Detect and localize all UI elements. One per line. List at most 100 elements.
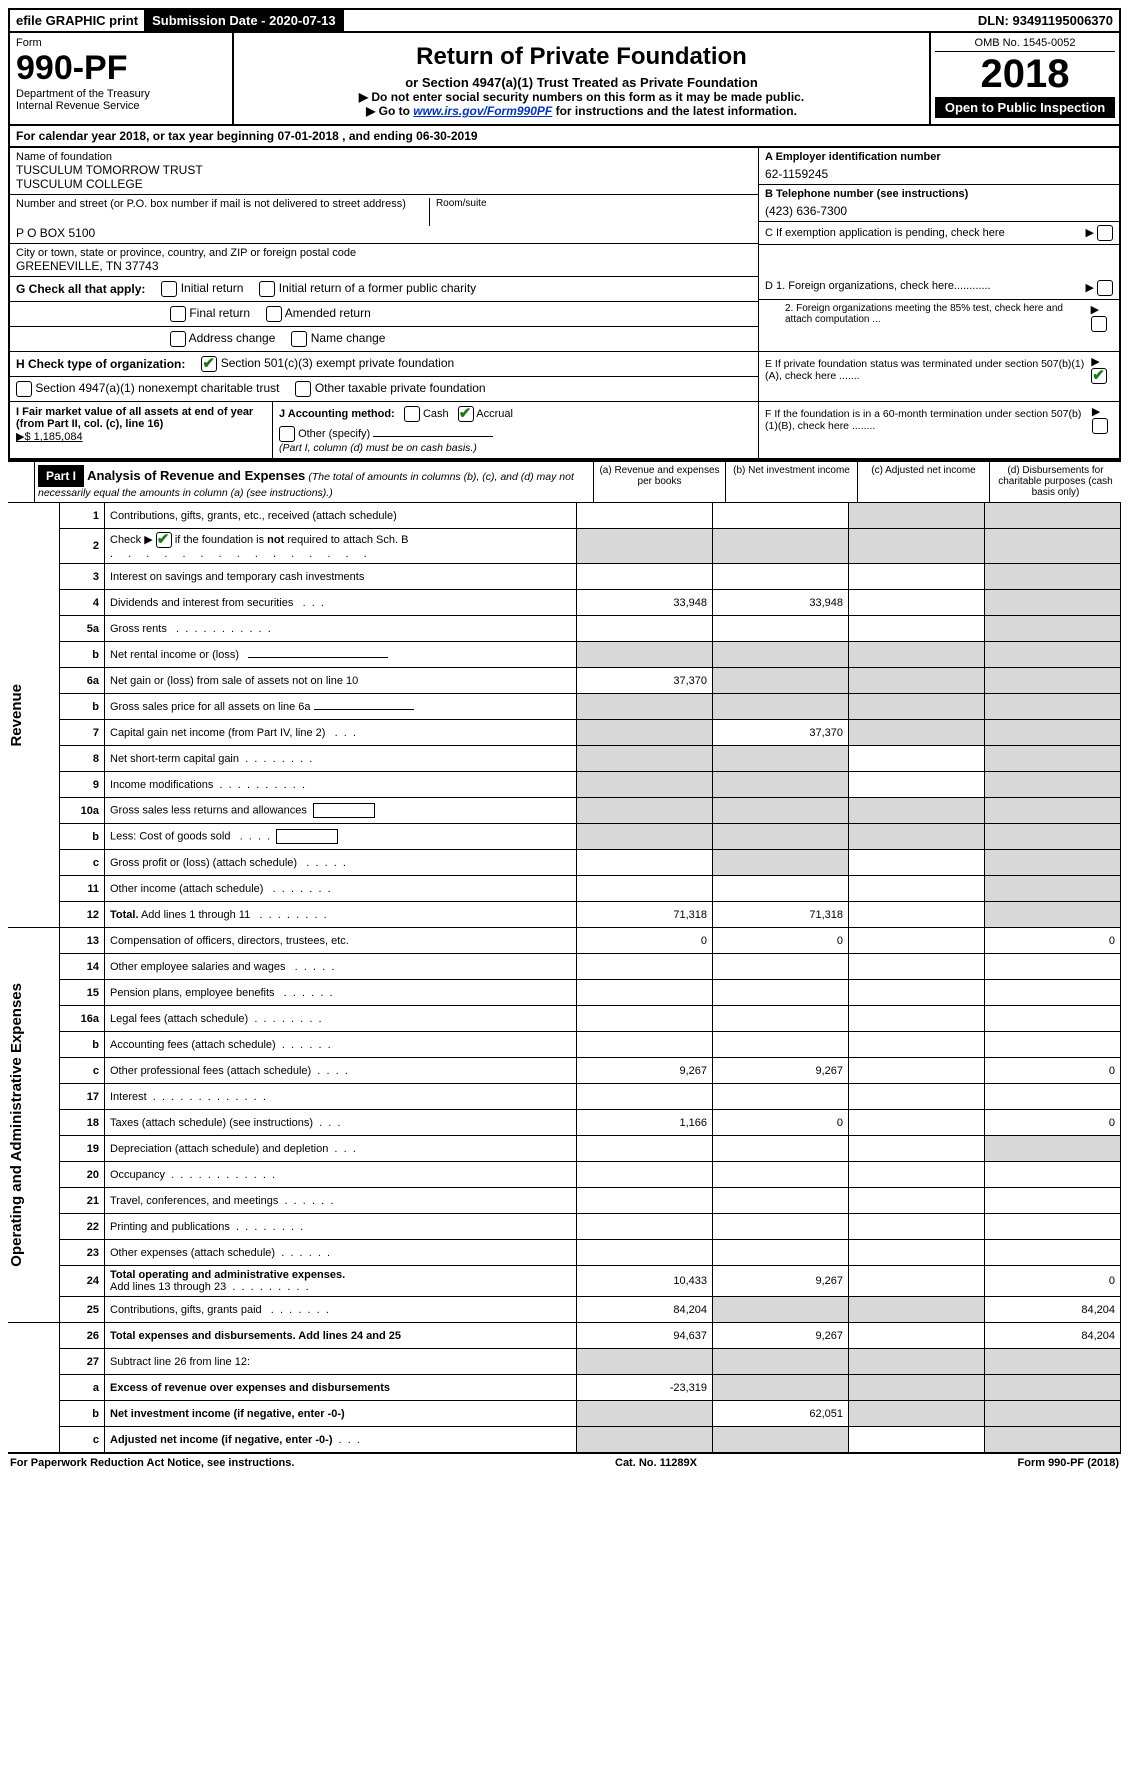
j-accrual-checkbox[interactable] xyxy=(458,406,474,422)
row-15: Pension plans, employee benefits . . . .… xyxy=(105,980,577,1006)
address: P O BOX 5100 xyxy=(16,226,752,240)
foundation-name1: TUSCULUM TOMORROW TRUST xyxy=(16,163,752,177)
row-27b: Net investment income (if negative, ente… xyxy=(105,1401,577,1427)
row-11: Other income (attach schedule) . . . . .… xyxy=(105,876,577,902)
row-14: Other employee salaries and wages . . . … xyxy=(105,954,577,980)
col-c: (c) Adjusted net income xyxy=(857,462,989,502)
col-a: (a) Revenue and expenses per books xyxy=(593,462,725,502)
tax-year: 2018 xyxy=(935,52,1115,97)
row-20: Occupancy . . . . . . . . . . . . xyxy=(105,1162,577,1188)
city-label: City or town, state or province, country… xyxy=(16,247,752,259)
row-10a: Gross sales less returns and allowances xyxy=(105,798,577,824)
row-19: Depreciation (attach schedule) and deple… xyxy=(105,1136,577,1162)
f-checkbox[interactable] xyxy=(1092,418,1108,434)
foundation-name2: TUSCULUM COLLEGE xyxy=(16,177,752,191)
f-label: F If the foundation is in a 60-month ter… xyxy=(765,408,1092,432)
open-inspection: Open to Public Inspection xyxy=(935,97,1115,118)
form-label: Form xyxy=(16,37,226,49)
city: GREENEVILLE, TN 37743 xyxy=(16,259,752,273)
i-label: I Fair market value of all assets at end… xyxy=(16,406,253,430)
subtitle: or Section 4947(a)(1) Trust Treated as P… xyxy=(240,75,923,90)
phone-label: B Telephone number (see instructions) xyxy=(765,188,1113,200)
ein: 62-1159245 xyxy=(765,167,1113,181)
row-12: Total. Add lines 1 through 11 . . . . . … xyxy=(105,902,577,928)
name-label: Name of foundation xyxy=(16,151,752,163)
h-other-checkbox[interactable] xyxy=(295,381,311,397)
dept: Department of the Treasury xyxy=(16,88,226,100)
header-center: Return of Private Foundation or Section … xyxy=(234,33,929,124)
title: Return of Private Foundation xyxy=(240,43,923,71)
h-501c3-checkbox[interactable] xyxy=(201,356,217,372)
row-10b: Less: Cost of goods sold . . . . xyxy=(105,824,577,850)
ein-label: A Employer identification number xyxy=(765,151,1113,163)
addr-label: Number and street (or P.O. box number if… xyxy=(16,198,406,210)
j-note: (Part I, column (d) must be on cash basi… xyxy=(279,442,752,454)
i-value: ▶$ 1,185,084 xyxy=(16,430,266,443)
c-checkbox[interactable] xyxy=(1097,225,1113,241)
e-label: E If private foundation status was termi… xyxy=(765,358,1091,382)
e-checkbox[interactable] xyxy=(1091,368,1107,384)
part1-heading: Analysis of Revenue and Expenses xyxy=(87,468,305,483)
h-4947-checkbox[interactable] xyxy=(16,381,32,397)
irs-link[interactable]: www.irs.gov/Form990PF xyxy=(413,104,552,118)
row-1: Contributions, gifts, grants, etc., rece… xyxy=(105,503,577,529)
row-18: Taxes (attach schedule) (see instruction… xyxy=(105,1110,577,1136)
top-bar: efile GRAPHIC print Submission Date - 20… xyxy=(8,8,1121,33)
col-b: (b) Net investment income xyxy=(725,462,857,502)
g-label: G Check all that apply: xyxy=(16,282,145,296)
row-17: Interest . . . . . . . . . . . . . xyxy=(105,1084,577,1110)
footer: For Paperwork Reduction Act Notice, see … xyxy=(8,1454,1121,1472)
omb: OMB No. 1545-0052 xyxy=(935,37,1115,52)
main-table: Revenue 1Contributions, gifts, grants, e… xyxy=(8,503,1121,1454)
g-initial-checkbox[interactable] xyxy=(161,281,177,297)
row-7: Capital gain net income (from Part IV, l… xyxy=(105,720,577,746)
j-other-checkbox[interactable] xyxy=(279,426,295,442)
dln: DLN: 93491195006370 xyxy=(972,10,1119,31)
submission-date: Submission Date - 2020-07-13 xyxy=(146,10,344,31)
note1: ▶ Do not enter social security numbers o… xyxy=(240,90,923,104)
g-address-checkbox[interactable] xyxy=(170,331,186,347)
row-13: Compensation of officers, directors, tru… xyxy=(105,928,577,954)
side-revenue: Revenue xyxy=(8,684,25,747)
header-left: Form 990-PF Department of the Treasury I… xyxy=(10,33,234,124)
footer-right: Form 990-PF (2018) xyxy=(1018,1457,1120,1469)
part1-label: Part I xyxy=(38,465,84,487)
d2-label: 2. Foreign organizations meeting the 85%… xyxy=(765,303,1091,332)
calendar-year: For calendar year 2018, or tax year begi… xyxy=(8,126,1121,148)
row-23: Other expenses (attach schedule) . . . .… xyxy=(105,1240,577,1266)
row-16a: Legal fees (attach schedule) . . . . . .… xyxy=(105,1006,577,1032)
g-final-checkbox[interactable] xyxy=(170,306,186,322)
j-cash-checkbox[interactable] xyxy=(404,406,420,422)
row-16b: Accounting fees (attach schedule) . . . … xyxy=(105,1032,577,1058)
j-label: J Accounting method: xyxy=(279,408,395,420)
footer-mid: Cat. No. 11289X xyxy=(615,1457,697,1469)
room-suite: Room/suite xyxy=(429,198,487,226)
info-section: Name of foundation TUSCULUM TOMORROW TRU… xyxy=(8,148,1121,460)
row-24: Total operating and administrative expen… xyxy=(105,1266,577,1297)
d1-checkbox[interactable] xyxy=(1097,280,1113,296)
note2: ▶ Go to www.irs.gov/Form990PF for instru… xyxy=(240,104,923,118)
col-d: (d) Disbursements for charitable purpose… xyxy=(989,462,1121,502)
g-initial-former-checkbox[interactable] xyxy=(259,281,275,297)
d1-label: D 1. Foreign organizations, check here..… xyxy=(765,280,991,296)
h-label: H Check type of organization: xyxy=(16,357,185,371)
row-5b: Net rental income or (loss) xyxy=(105,642,577,668)
sch-b-checkbox[interactable] xyxy=(156,532,172,548)
part1-header: Part I Analysis of Revenue and Expenses … xyxy=(8,460,1121,503)
row-8: Net short-term capital gain . . . . . . … xyxy=(105,746,577,772)
row-6a: Net gain or (loss) from sale of assets n… xyxy=(105,668,577,694)
row-27: Subtract line 26 from line 12: xyxy=(105,1349,577,1375)
row-9: Income modifications . . . . . . . . . . xyxy=(105,772,577,798)
g-name-checkbox[interactable] xyxy=(291,331,307,347)
row-6b: Gross sales price for all assets on line… xyxy=(105,694,577,720)
phone: (423) 636-7300 xyxy=(765,204,1113,218)
row-10c: Gross profit or (loss) (attach schedule)… xyxy=(105,850,577,876)
row-22: Printing and publications . . . . . . . … xyxy=(105,1214,577,1240)
irs: Internal Revenue Service xyxy=(16,100,226,112)
side-expenses: Operating and Administrative Expenses xyxy=(8,983,25,1267)
row-16c: Other professional fees (attach schedule… xyxy=(105,1058,577,1084)
d2-checkbox[interactable] xyxy=(1091,316,1107,332)
g-amended-checkbox[interactable] xyxy=(266,306,282,322)
row-27c: Adjusted net income (if negative, enter … xyxy=(105,1427,577,1454)
row-2: Check ▶ if the foundation is not require… xyxy=(105,529,577,564)
